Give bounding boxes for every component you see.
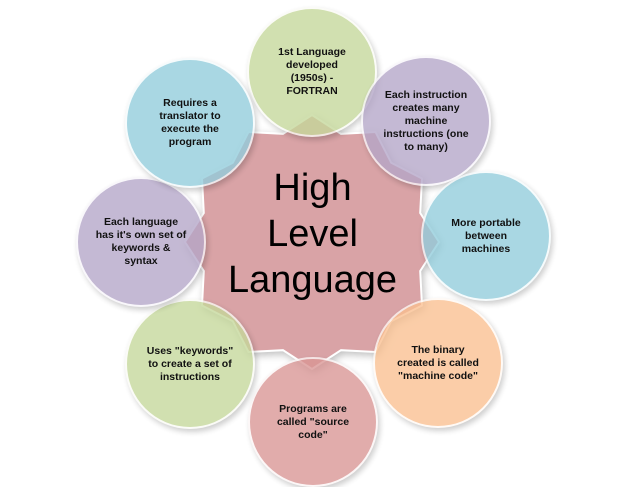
circle-label-line: called "source: [276, 415, 350, 428]
circle-label-right: More portable between machines: [430, 191, 542, 281]
circle-top: [247, 7, 377, 137]
circle-label-bottom: Programs are called "source code": [257, 377, 369, 467]
circle-label-line: Each language: [103, 216, 179, 228]
center-title: High Level Language: [190, 165, 435, 303]
circle-label-line: FORTRAN: [286, 85, 338, 97]
center-title-line-3: Language: [227, 259, 398, 301]
circle-label-top: 1st Language developed (1950s) - FORTRAN: [256, 27, 368, 117]
circle-top-left: [125, 58, 255, 188]
circle-label-line: Uses "keywords": [146, 344, 234, 357]
circle-label-line: 1st Language: [278, 46, 346, 58]
center-title-line-2: Level: [267, 213, 358, 255]
circle-label-top-right: Each instruction creates many machine instr…: [367, 76, 485, 166]
circle-top-right: [361, 56, 491, 186]
circle-left: [76, 177, 206, 307]
circle-label-line: code": [298, 428, 328, 441]
circle-label-line: "machine code": [398, 369, 478, 382]
circle-label-line: Each instruction: [384, 88, 468, 101]
circle-label-line: program: [168, 136, 212, 148]
circle-label-line: execute the: [161, 123, 219, 135]
circle-label-line: syntax: [124, 255, 158, 267]
circle-label-bottom-right: The binary created is called "machine code…: [382, 318, 494, 408]
circle-label-line: instructions: [159, 370, 221, 383]
circle-label-line: created is called: [397, 356, 479, 369]
circle-label-line: between: [464, 229, 507, 242]
circle-label-text: The binary created is called "machine code…: [397, 344, 479, 383]
circle-label-line: to create a set of: [148, 357, 232, 370]
circle-label-text: Each instruction creates many machine instr…: [383, 89, 468, 154]
circle-right: [421, 171, 551, 301]
circle-label-line: instructions (one: [383, 127, 469, 140]
circle-label-text: More portable between machines: [451, 217, 520, 256]
circle-label-text: Requires a translator to execute the progra…: [159, 97, 220, 149]
circle-bottom-right: [373, 298, 503, 428]
center-title-line-1: High: [273, 167, 352, 209]
circle-bottom-left: [125, 299, 255, 429]
circle-label-line: The binary: [411, 343, 465, 356]
circle-label-text: Uses "keywords" to create a set of instruc…: [147, 345, 233, 384]
circle-label-line: Programs are: [279, 402, 347, 415]
circle-label-top-left: Requires a translator to execute the progra…: [134, 78, 246, 168]
circle-label-line: Requires a: [163, 97, 217, 109]
circle-label-left: Each language has it's own set of keywords…: [82, 197, 200, 287]
circle-label-line: machine: [404, 114, 448, 127]
circle-label-line: developed: [286, 59, 338, 71]
circle-label-line: to many): [404, 140, 448, 153]
circle-label-line: has it's own set of: [95, 229, 187, 241]
circle-label-line: machines: [461, 242, 511, 255]
circle-label-bottom-left: Uses "keywords" to create a set of instruc…: [132, 319, 248, 409]
circle-label-text: Programs are called "source code": [277, 403, 349, 442]
circle-label-text: 1st Language developed (1950s) - FORTRAN: [278, 46, 346, 98]
circle-label-line: translator to: [159, 110, 221, 122]
circle-label-line: creates many: [392, 101, 460, 114]
circle-bottom: [248, 357, 378, 487]
circle-label-line: keywords &: [111, 242, 171, 254]
circle-label-line: (1950s) -: [290, 72, 334, 84]
circle-label-line: More portable: [451, 216, 521, 229]
circle-label-text: Each language has it's own set of keywords…: [96, 216, 187, 268]
